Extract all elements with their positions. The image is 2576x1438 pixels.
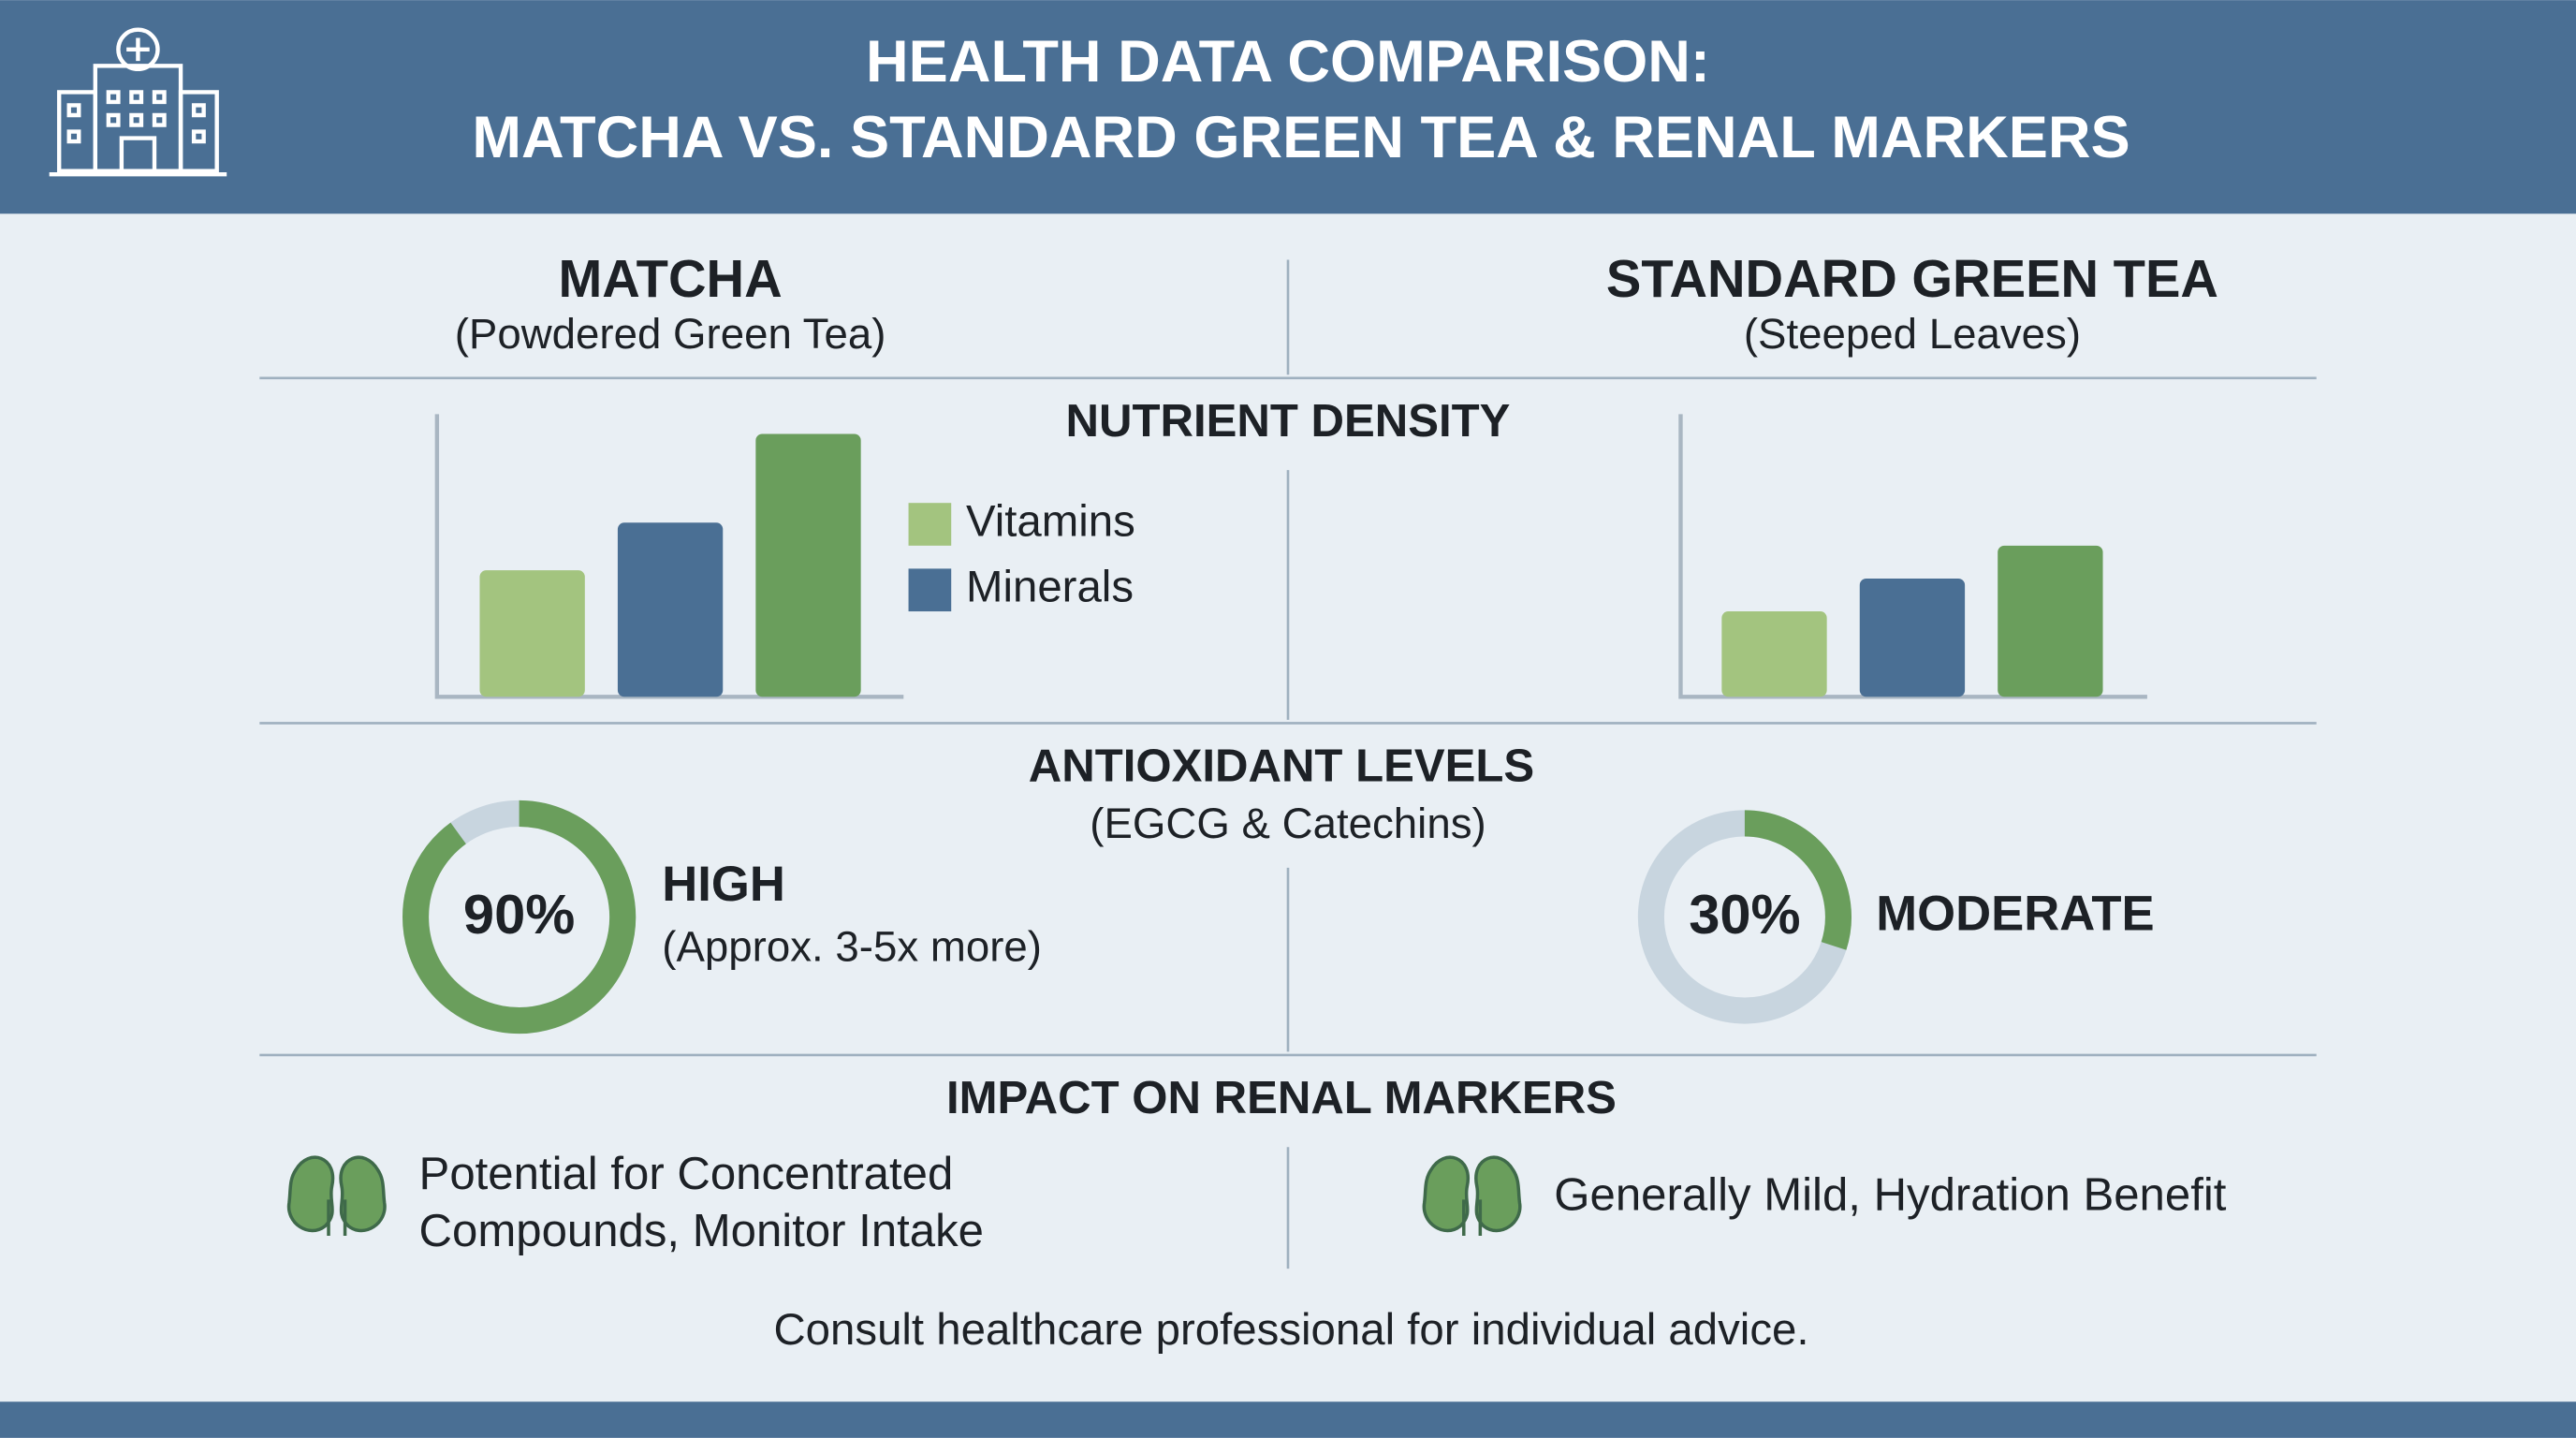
column-title: MATCHA (559, 249, 783, 308)
footer-band (0, 1401, 2576, 1438)
donut-arc (402, 800, 637, 1034)
footer-note: Consult healthcare professional for indi… (773, 1305, 1808, 1355)
bar (755, 433, 861, 697)
section-title: IMPACT ON RENAL MARKERS (946, 1073, 1617, 1123)
hospital-icon (49, 27, 227, 177)
renal-text: Compounds, Monitor Intake (419, 1206, 984, 1256)
donut-value: 30% (1689, 883, 1800, 946)
level-label: MODERATE (1876, 886, 2154, 941)
kidney-icon (1422, 1155, 1522, 1236)
title-line: MATCHA VS. STANDARD GREEN TEA & RENAL MA… (472, 105, 2130, 170)
bar (1721, 611, 1827, 697)
axis (1678, 414, 2147, 699)
level-note: (Approx. 3-5x more) (662, 923, 1042, 971)
section-title: ANTIOXIDANT LEVELS (1029, 741, 1534, 792)
column-subtitle: (Steeped Leaves) (1744, 310, 2081, 358)
axis (434, 414, 904, 699)
column-title: STANDARD GREEN TEA (1606, 249, 2218, 308)
kidney-icon (286, 1155, 387, 1236)
bar (1998, 545, 2103, 697)
dividers (259, 259, 2317, 1269)
title-line: HEALTH DATA COMPARISON: (866, 29, 1710, 95)
legend-swatch (908, 503, 952, 546)
column-subtitle: (Powdered Green Tea) (455, 310, 886, 358)
bar (617, 522, 724, 697)
donut-arc (1744, 810, 1852, 950)
section-subtitle: (EGCG & Catechins) (1090, 800, 1486, 847)
bar (479, 570, 585, 697)
renal-text: Potential for Concentrated (419, 1149, 954, 1199)
bar (1859, 578, 1966, 697)
header-band (0, 0, 2576, 214)
donut-value: 90% (463, 883, 575, 946)
legend-swatch (908, 568, 952, 612)
section-title: NUTRIENT DENSITY (1066, 396, 1511, 447)
renal-text: Generally Mild, Hydration Benefit (1554, 1170, 2226, 1221)
level-label: HIGH (662, 857, 785, 912)
legend-label: Vitamins (966, 497, 1135, 547)
legend-label: Minerals (966, 563, 1134, 612)
